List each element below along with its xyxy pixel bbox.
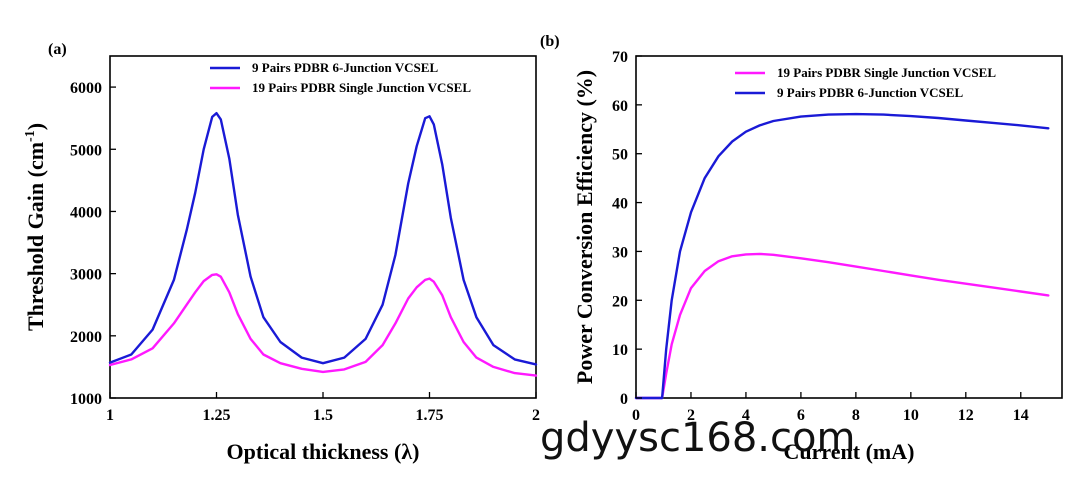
- panel-a-x-tick-label: 1.25: [203, 407, 231, 424]
- panel-b-legend-label-single-junction: 19 Pairs PDBR Single Junction VCSEL: [777, 65, 996, 80]
- panel-b-plot-frame: [635, 55, 1063, 399]
- panel-a-y-label-superscript: -1: [23, 130, 38, 142]
- panel-a-x-tick-label: 1.75: [416, 407, 444, 424]
- panel-b-y-tick-label: 30: [612, 244, 628, 261]
- panel-a-y-tick-label: 1000: [70, 391, 102, 408]
- panel-a-x-axis-ticks: 1 1.25 1.5 1.75 2: [106, 392, 540, 424]
- panel-b-y-tick-label: 60: [612, 98, 628, 115]
- panel-b-y-axis-label: Power Conversion Efficiency (%): [572, 70, 597, 384]
- panel-b-x-tick-label: 6: [797, 407, 805, 424]
- panel-b-legend: 19 Pairs PDBR Single Junction VCSEL 9 Pa…: [735, 65, 996, 100]
- panel-a-x-tick-label: 1.5: [313, 407, 333, 424]
- panel-b-legend-label-6-junction: 9 Pairs PDBR 6-Junction VCSEL: [777, 85, 963, 100]
- panel-a-series-line-0: [108, 111, 538, 366]
- panel-a-x-axis-label: Optical thickness (λ): [227, 439, 420, 464]
- panel-a-y-tick-label: 5000: [70, 142, 102, 159]
- panel-b-x-tick-label: 0: [632, 407, 640, 424]
- panel-a-y-axis-label: Threshold Gain (cm-1): [23, 123, 48, 331]
- panel-b-y-tick-label: 20: [612, 293, 628, 310]
- panel-b-x-tick-label: 10: [903, 407, 919, 424]
- panel-a-series-line-1: [108, 273, 538, 377]
- panel-b-y-tick-label: 40: [612, 196, 628, 213]
- panel-a-plot-frame: [109, 55, 537, 399]
- panel-b-series-group: [634, 112, 1050, 400]
- panel-a-x-tick-label: 2: [532, 407, 540, 424]
- panel-a-y-label-main: Threshold Gain (cm: [23, 142, 48, 331]
- panel-b-series-line-0: [634, 252, 1050, 400]
- panel-a-label: (a): [48, 41, 67, 58]
- panel-b-y-tick-label: 50: [612, 147, 628, 164]
- panel-b-y-tick-label: 10: [612, 342, 628, 359]
- chart-panel-b: (b) 0 2 4 6 8 10 12 14 0 10 20 30 40 50 60 70 Current …: [540, 33, 1063, 464]
- panel-b-x-tick-label: 12: [958, 407, 974, 424]
- panel-b-label: (b): [540, 33, 560, 50]
- panel-b-y-tick-label: 70: [612, 49, 628, 66]
- panel-b-y-axis-ticks: 0 10 20 30 40 50 60 70: [612, 49, 642, 408]
- panel-a-y-tick-label: 2000: [70, 329, 102, 346]
- watermark-text: gdyysc168.com: [540, 415, 855, 461]
- panel-a-y-tick-label: 3000: [70, 267, 102, 284]
- panel-b-x-axis-ticks: 0 2 4 6 8 10 12 14: [632, 392, 1029, 424]
- panel-a-legend: 9 Pairs PDBR 6-Junction VCSEL 19 Pairs P…: [210, 60, 471, 95]
- panel-b-y-tick-label: 0: [620, 391, 628, 408]
- panel-a-legend-label-single-junction: 19 Pairs PDBR Single Junction VCSEL: [252, 80, 471, 95]
- panel-a-y-label-end: ): [23, 123, 48, 130]
- panel-b-x-axis-label: Current (mA): [784, 439, 915, 464]
- panel-b-x-tick-label: 8: [852, 407, 860, 424]
- panel-a-y-tick-label: 6000: [70, 80, 102, 97]
- chart-panel-a: (a) 1 1.25 1.5 1.75 2 1000 2000 3000 4000 5000 60…: [23, 41, 540, 464]
- panel-b-series-line-1: [634, 112, 1050, 400]
- panel-b-x-tick-label: 4: [742, 407, 750, 424]
- panel-a-y-axis-ticks: 1000 2000 3000 4000 5000 6000: [70, 80, 116, 408]
- panel-b-x-tick-label: 14: [1013, 407, 1029, 424]
- panel-a-x-tick-label: 1: [106, 407, 114, 424]
- panel-a-y-tick-label: 4000: [70, 204, 102, 221]
- panel-a-legend-label-6-junction: 9 Pairs PDBR 6-Junction VCSEL: [252, 60, 438, 75]
- panel-a-series-group: [108, 111, 538, 377]
- panel-b-x-tick-label: 2: [687, 407, 695, 424]
